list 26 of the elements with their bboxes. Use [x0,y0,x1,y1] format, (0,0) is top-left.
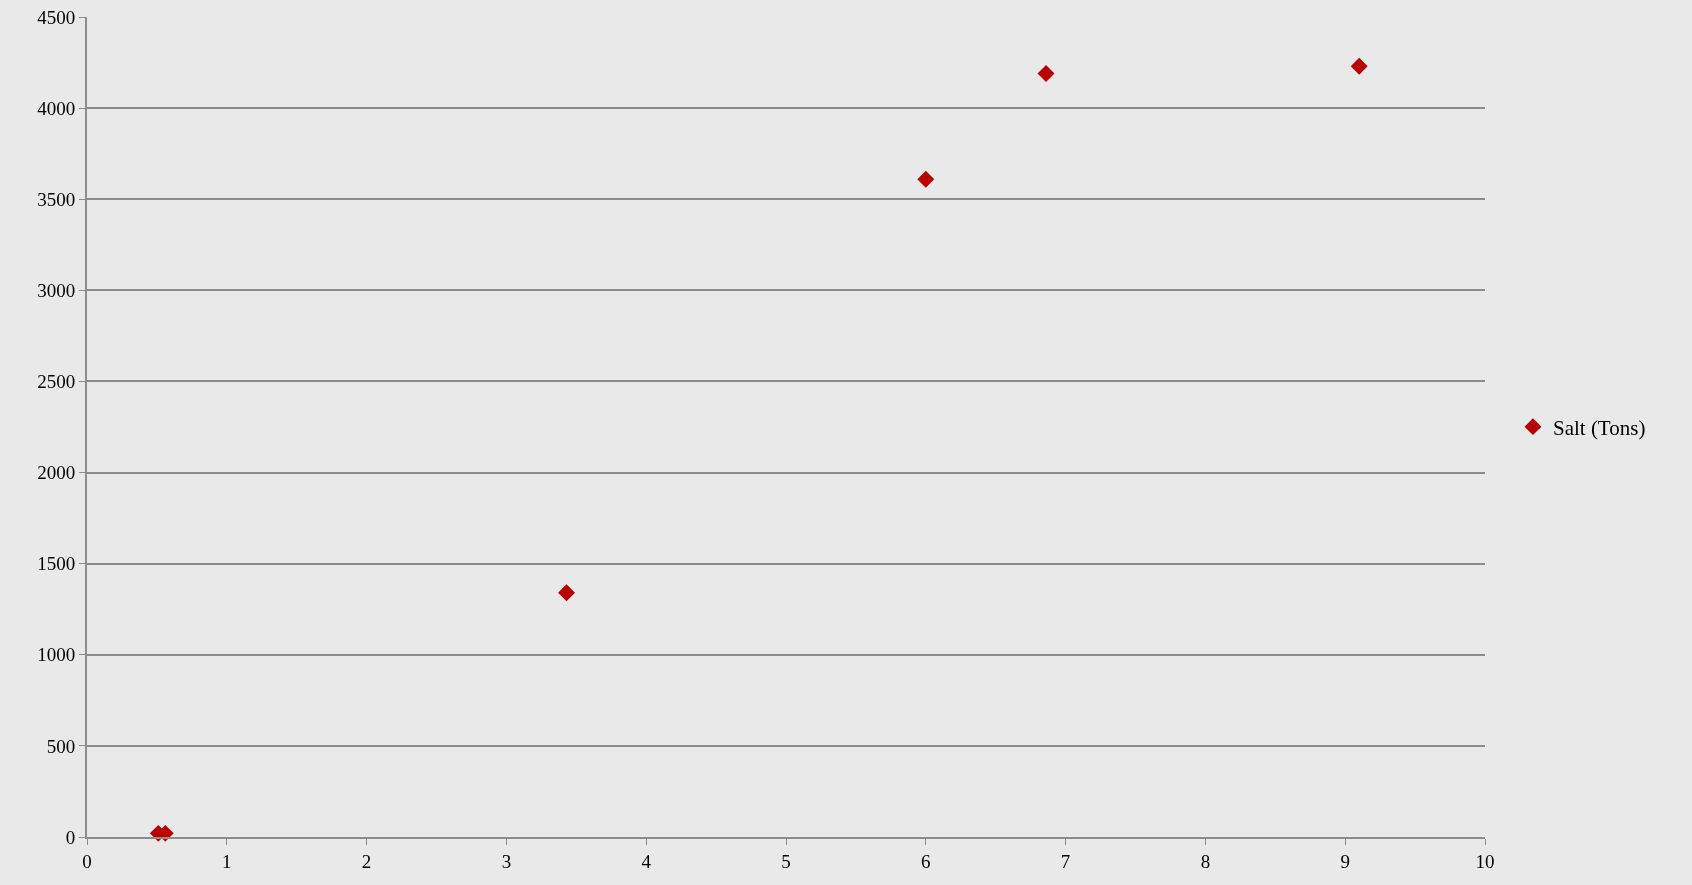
y-tick-label: 0 [65,826,76,848]
x-tick-label: 7 [1060,850,1071,872]
y-tick-label: 1000 [37,644,76,666]
x-tick-label: 4 [641,850,652,872]
y-tick-label: 2500 [37,371,76,393]
x-tick-label: 10 [1475,850,1495,872]
x-tick-label: 5 [781,850,791,872]
point [917,170,935,188]
legend-label: Salt (Tons) [1552,415,1646,440]
x-tick-label: 9 [1340,850,1350,872]
x-tick-label: 2 [361,850,372,872]
x-tick-label: 1 [222,850,232,872]
y-tick-label: 3500 [37,188,76,210]
y-tick-label: 3000 [37,279,76,301]
x-tick-label: 8 [1200,850,1211,872]
x-tick-label: 3 [501,850,512,872]
y-tick-label: 4000 [37,97,76,119]
y-tick-label: 4500 [37,6,76,28]
y-tick-label: 500 [46,735,76,757]
point [1350,57,1368,75]
point [558,584,575,602]
point [1037,65,1055,82]
y-tick-label: 2000 [37,462,76,484]
y-tick-label: 1500 [37,553,76,575]
x-tick-label: 6 [921,850,931,872]
x-tick-label: 0 [82,850,92,872]
